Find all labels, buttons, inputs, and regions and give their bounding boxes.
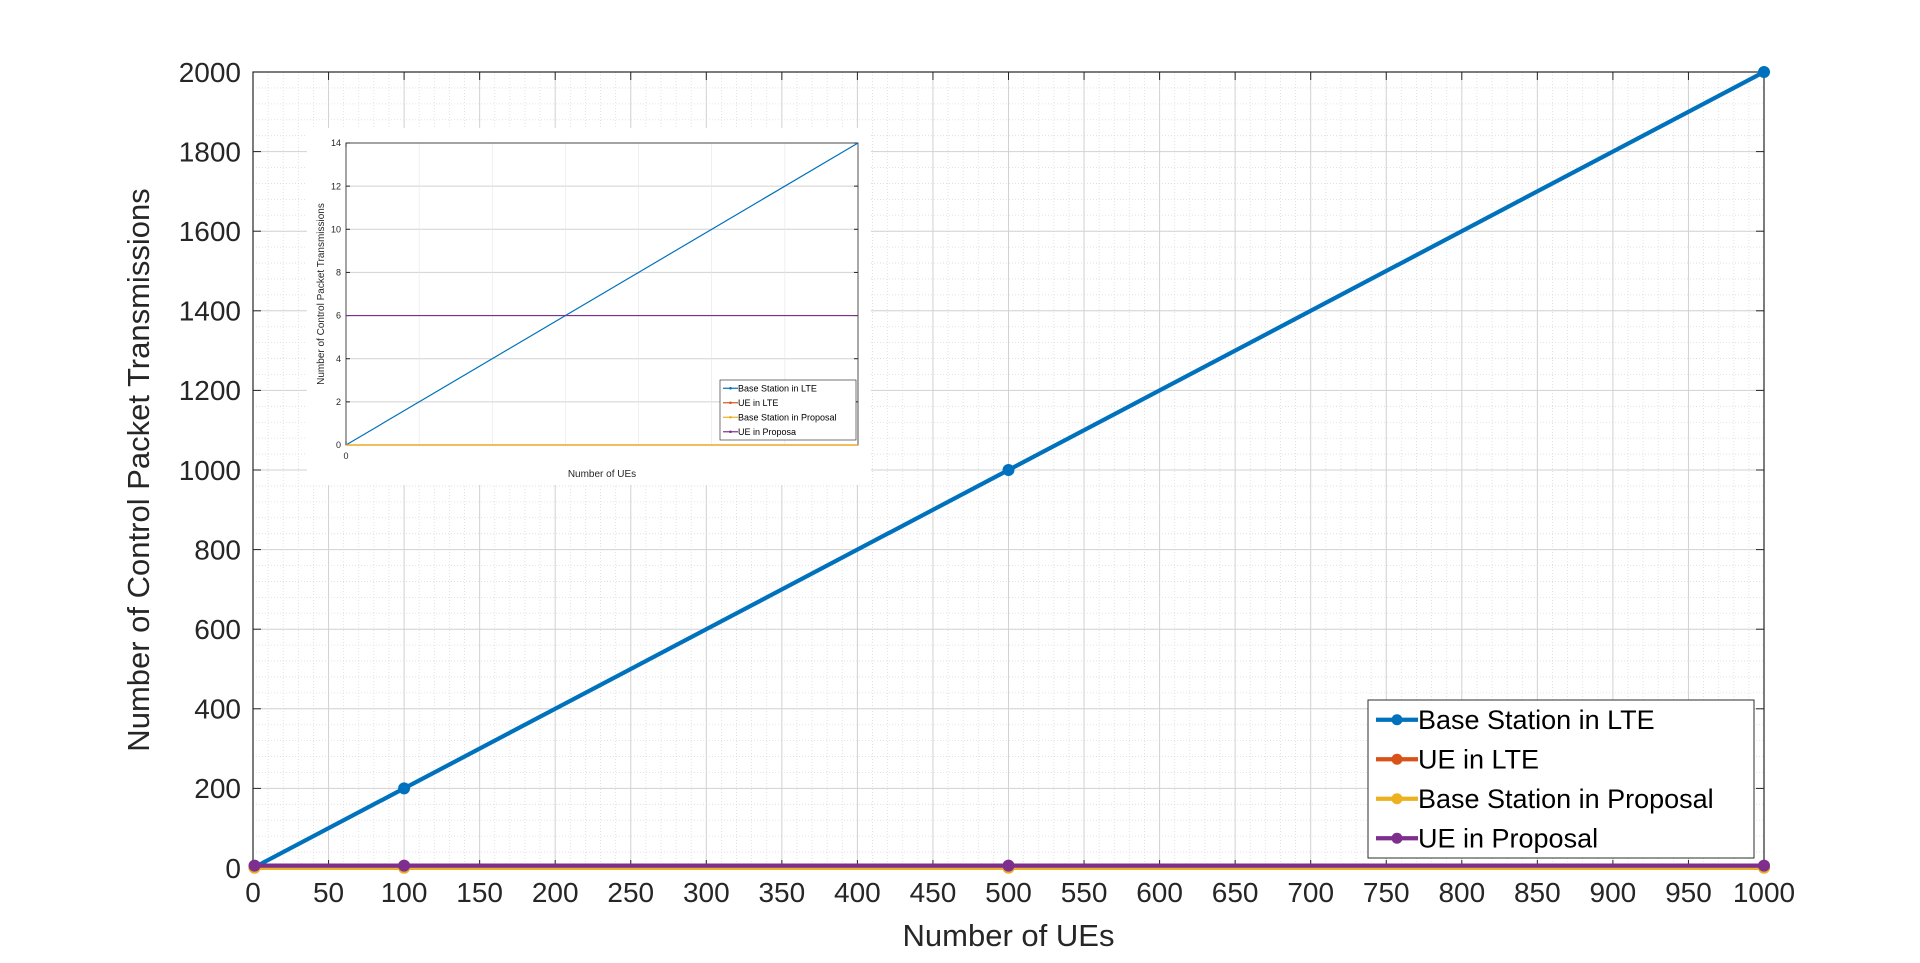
inset-legend-entry-label: Base Station in LTE xyxy=(738,383,817,393)
x-tick-label: 350 xyxy=(758,877,805,908)
inset-y-tick-label: 14 xyxy=(331,138,341,148)
x-tick-label: 150 xyxy=(456,877,503,908)
data-point xyxy=(398,859,411,872)
x-tick-label: 800 xyxy=(1438,877,1485,908)
x-tick-label: 750 xyxy=(1363,877,1410,908)
x-tick-label: 100 xyxy=(381,877,428,908)
x-tick-label: 0 xyxy=(245,877,261,908)
inset-y-tick-label: 8 xyxy=(336,268,341,278)
x-tick-label: 50 xyxy=(313,877,344,908)
x-tick-label: 200 xyxy=(532,877,579,908)
x-tick-label: 550 xyxy=(1061,877,1108,908)
y-tick-label: 1400 xyxy=(179,296,241,327)
inset-legend-swatch-marker xyxy=(729,430,732,434)
x-tick-label: 400 xyxy=(834,877,881,908)
x-tick-label: 250 xyxy=(607,877,654,908)
inset-legend-entry-label: UE in LTE xyxy=(738,398,778,408)
inset-y-tick-label: 0 xyxy=(336,440,341,450)
inset-legend-swatch-marker xyxy=(729,415,732,419)
inset-series-line-0 xyxy=(345,142,859,446)
inset-x-axis-label: Number of UEs xyxy=(568,469,636,480)
x-axis-label: Number of UEs xyxy=(903,918,1115,953)
inset-y-tick-label: 10 xyxy=(331,224,341,234)
inset-x-tick-label: 0 xyxy=(343,451,348,461)
data-point xyxy=(1002,859,1015,872)
y-tick-label: 1800 xyxy=(179,136,241,167)
legend-box xyxy=(1367,699,1755,859)
x-tick-label: 650 xyxy=(1212,877,1259,908)
data-point xyxy=(248,859,261,872)
x-tick-label: 950 xyxy=(1665,877,1712,908)
y-tick-label: 1600 xyxy=(179,216,241,247)
y-tick-label: 400 xyxy=(194,694,241,725)
x-tick-label: 1000 xyxy=(1733,877,1795,908)
inset-legend-entry-label: Base Station in Proposal xyxy=(738,412,837,422)
data-point xyxy=(1002,464,1015,476)
inset-y-tick-label: 2 xyxy=(336,397,341,407)
series-line-0 xyxy=(253,70,1765,870)
x-tick-label: 300 xyxy=(683,877,730,908)
inset-legend-swatch-marker xyxy=(729,386,732,390)
legend-swatch-marker xyxy=(1391,832,1403,844)
y-tick-label: 200 xyxy=(194,773,241,804)
data-point xyxy=(398,782,411,795)
x-tick-label: 850 xyxy=(1514,877,1561,908)
y-tick-label: 600 xyxy=(194,614,241,645)
inset-y-tick-label: 4 xyxy=(336,354,341,364)
y-axis-label: Number of Control Packet Transmissions xyxy=(121,188,156,751)
inset-y-tick-label: 12 xyxy=(331,181,341,191)
legend-swatch-marker xyxy=(1391,714,1403,726)
x-tick-label: 450 xyxy=(910,877,957,908)
y-tick-label: 2000 xyxy=(179,57,241,88)
x-tick-label: 500 xyxy=(985,877,1032,908)
data-point xyxy=(1758,859,1770,872)
inset-legend-box xyxy=(719,379,857,441)
legend-entry-label: Base Station in Proposal xyxy=(1418,784,1714,814)
x-tick-label: 600 xyxy=(1136,877,1183,908)
legend-swatch-marker xyxy=(1391,753,1403,765)
inset-y-axis-label: Number of Control Packet Transmissions xyxy=(316,203,327,385)
inset-y-tick-label: 6 xyxy=(336,311,341,321)
inset-legend-swatch-marker xyxy=(729,401,732,405)
x-tick-label: 700 xyxy=(1287,877,1334,908)
y-tick-label: 1200 xyxy=(179,375,241,406)
legend-entry-label: UE in Proposal xyxy=(1418,824,1598,854)
y-tick-label: 1000 xyxy=(179,455,241,486)
legend-entry-label: Base Station in LTE xyxy=(1418,705,1655,735)
inset-legend-entry-label: UE in Proposa xyxy=(738,427,796,437)
legend-entry-label: UE in LTE xyxy=(1418,745,1539,775)
legend-swatch-marker xyxy=(1391,793,1403,805)
x-tick-label: 900 xyxy=(1590,877,1637,908)
y-tick-label: 0 xyxy=(225,853,241,884)
data-point xyxy=(1758,66,1770,78)
y-tick-label: 800 xyxy=(194,534,241,565)
